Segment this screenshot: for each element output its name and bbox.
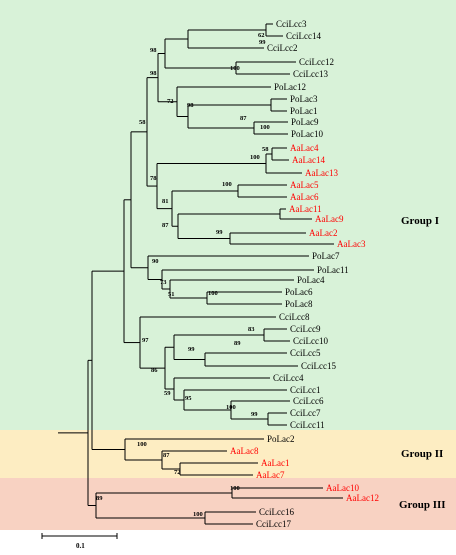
bootstrap-value: 98 <box>150 70 157 77</box>
group-2-label: Group II <box>401 448 443 460</box>
bootstrap-value: 98 <box>187 102 194 109</box>
leaf-label-ccilcc11: CciLcc11 <box>290 420 325 430</box>
bootstrap-value: 89 <box>96 495 103 502</box>
group-3-label: Group III <box>399 499 446 511</box>
leaf-label-ccilcc2: CciLcc2 <box>267 43 298 53</box>
leaf-label-ccilcc4: CciLcc4 <box>273 373 304 383</box>
leaf-label-polac12: PoLac12 <box>274 82 306 92</box>
scale-bar-label: 0.1 <box>76 542 85 550</box>
leaf-label-aalac2: AaLac2 <box>309 228 337 238</box>
bootstrap-value: 72 <box>167 98 174 105</box>
group-2-background <box>0 430 456 478</box>
bootstrap-value: 87 <box>163 452 170 459</box>
leaf-label-aalac9: AaLac9 <box>315 214 344 224</box>
leaf-label-polac4: PoLac4 <box>297 275 325 285</box>
bootstrap-value: 87 <box>162 222 169 229</box>
leaf-label-aalac8: AaLac8 <box>230 446 259 456</box>
bootstrap-values: 6299981009872988710058581007810081998790… <box>96 32 270 518</box>
leaf-label-aalac5: AaLac5 <box>290 180 319 190</box>
bootstrap-value: 100 <box>193 511 203 518</box>
group-1-background <box>0 0 456 430</box>
leaf-label-ccilcc7: CciLcc7 <box>290 408 321 418</box>
bootstrap-value: 87 <box>240 115 247 122</box>
bootstrap-value: 95 <box>185 395 192 402</box>
bootstrap-value: 99 <box>251 411 258 418</box>
bootstrap-value: 100 <box>222 181 232 188</box>
bootstrap-value: 89 <box>234 340 241 347</box>
bootstrap-value: 100 <box>226 404 236 411</box>
bootstrap-value: 97 <box>142 337 149 344</box>
bootstrap-value: 72 <box>174 469 181 476</box>
leaf-label-polac8: PoLac8 <box>285 299 313 309</box>
bootstrap-value: 100 <box>208 290 218 297</box>
group-3-background <box>0 478 456 530</box>
leaf-label-ccilcc3: CciLcc3 <box>276 19 307 29</box>
bootstrap-value: 100 <box>260 124 270 131</box>
leaf-label-polac3: PoLac3 <box>290 94 318 104</box>
leaf-label-aalac12: AaLac12 <box>346 493 379 503</box>
leaf-label-ccilcc16: CciLcc16 <box>259 507 294 517</box>
leaf-label-ccilcc14: CciLcc14 <box>286 31 321 41</box>
leaf-label-ccilcc6: CciLcc6 <box>293 396 324 406</box>
leaf-label-ccilcc5: CciLcc5 <box>290 348 321 358</box>
leaf-label-aalac6: AaLac6 <box>290 192 319 202</box>
leaf-label-aalac7: AaLac7 <box>256 470 285 480</box>
leaf-label-aalac14: AaLac14 <box>292 155 325 165</box>
leaf-label-polac11: PoLac11 <box>317 265 349 275</box>
bootstrap-value: 99 <box>188 346 195 353</box>
leaf-label-ccilcc1: CciLcc1 <box>290 385 321 395</box>
leaf-label-aalac4: AaLac4 <box>290 143 319 153</box>
leaf-label-polac9: PoLac9 <box>291 117 319 127</box>
leaf-label-ccilcc9: CciLcc9 <box>290 324 321 334</box>
leaf-label-ccilcc15: CciLcc15 <box>301 361 336 371</box>
leaf-label-aalac3: AaLac3 <box>337 239 366 249</box>
scale-bar: 0.1 <box>41 533 118 550</box>
tree-branches <box>58 23 343 525</box>
bootstrap-value: 100 <box>137 441 147 448</box>
group-1-label: Group I <box>401 215 439 227</box>
bootstrap-value: 58 <box>262 146 269 153</box>
bootstrap-value: 58 <box>139 119 146 126</box>
bootstrap-value: 81 <box>162 198 169 205</box>
leaf-label-ccilcc13: CciLcc13 <box>293 69 328 79</box>
leaf-label-aalac10: AaLac10 <box>326 483 359 493</box>
bootstrap-value: 51 <box>168 291 175 298</box>
bootstrap-value: 78 <box>150 175 157 182</box>
bootstrap-value: 100 <box>250 154 260 161</box>
bootstrap-value: 99 <box>216 229 223 236</box>
leaf-label-ccilcc8: CciLcc8 <box>279 312 310 322</box>
bootstrap-value: 99 <box>259 39 266 46</box>
bootstrap-value: 90 <box>152 258 159 265</box>
bootstrap-value: 62 <box>258 32 265 39</box>
bootstrap-value: 59 <box>164 390 171 397</box>
leaf-label-aalac11: AaLac11 <box>289 204 322 214</box>
bootstrap-value: 100 <box>230 485 240 492</box>
leaf-label-aalac13: AaLac13 <box>305 168 338 178</box>
bootstrap-value: 73 <box>160 279 167 286</box>
leaf-label-aalac1: AaLac1 <box>261 458 289 468</box>
bootstrap-value: 83 <box>248 326 255 333</box>
leaf-label-ccilcc17: CciLcc17 <box>256 519 291 529</box>
leaf-label-ccilcc12: CciLcc12 <box>299 57 334 67</box>
leaf-label-ccilcc10: CciLcc10 <box>293 336 328 346</box>
leaf-label-polac6: PoLac6 <box>285 287 313 297</box>
leaf-label-polac7: PoLac7 <box>312 251 340 261</box>
leaf-label-polac10: PoLac10 <box>291 129 323 139</box>
leaf-label-polac2: PoLac2 <box>267 434 295 444</box>
bootstrap-value: 86 <box>151 367 158 374</box>
bootstrap-value: 98 <box>150 47 157 54</box>
bootstrap-value: 100 <box>230 65 240 72</box>
leaf-label-polac1: PoLac1 <box>290 106 318 116</box>
